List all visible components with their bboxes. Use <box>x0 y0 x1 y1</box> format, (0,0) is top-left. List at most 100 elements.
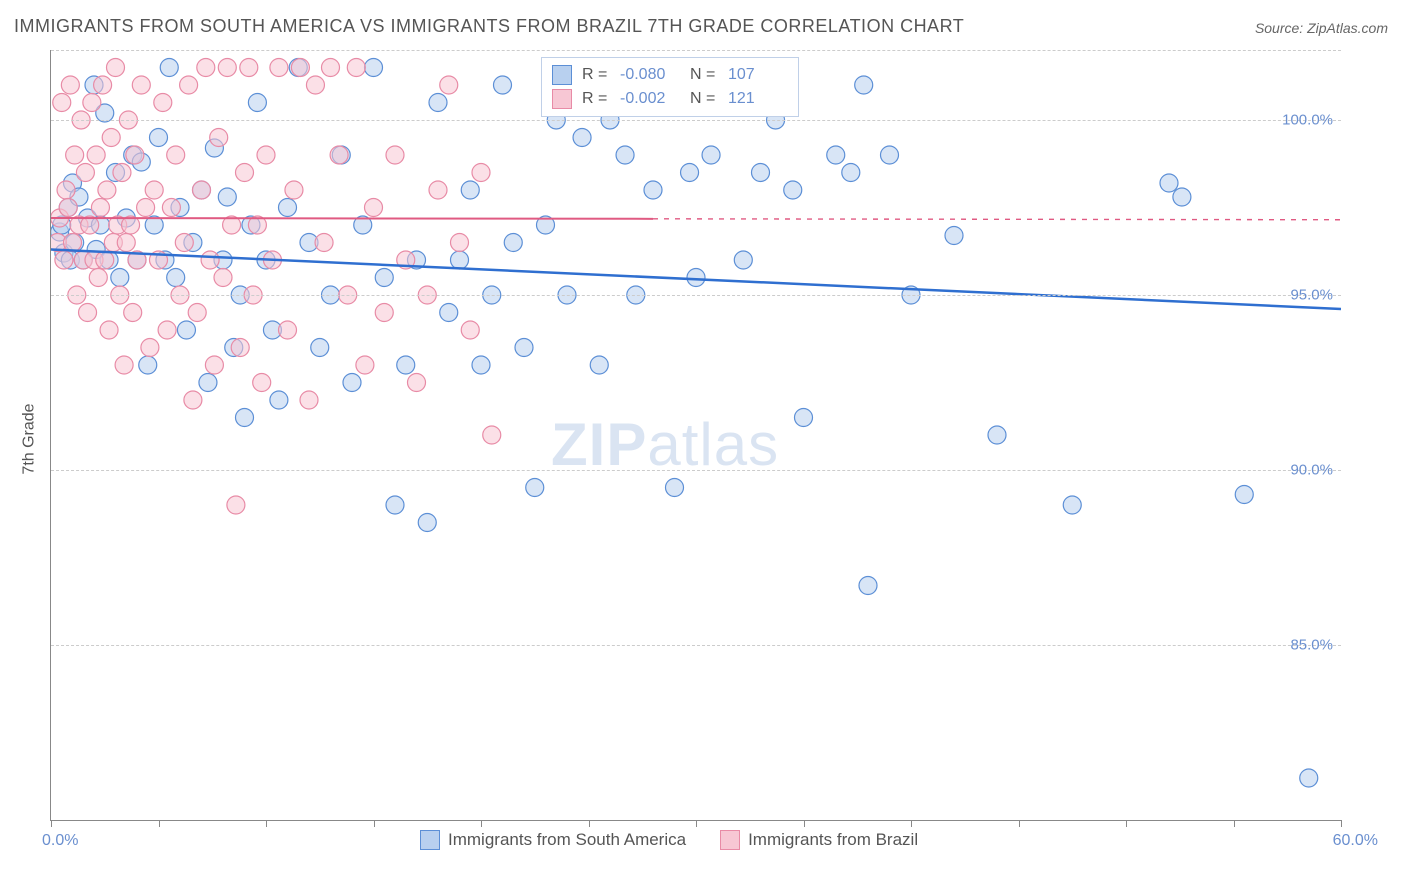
data-point-brazil <box>291 59 309 77</box>
data-point-south_america <box>494 76 512 94</box>
data-point-brazil <box>98 181 116 199</box>
data-point-brazil <box>107 59 125 77</box>
data-point-brazil <box>83 94 101 112</box>
chart-svg <box>51 50 1341 820</box>
data-point-brazil <box>175 234 193 252</box>
x-tick <box>159 820 160 827</box>
data-point-south_america <box>461 181 479 199</box>
data-point-brazil <box>330 146 348 164</box>
data-point-brazil <box>451 234 469 252</box>
data-point-brazil <box>66 146 84 164</box>
data-point-brazil <box>113 164 131 182</box>
data-point-south_america <box>343 374 361 392</box>
data-point-south_america <box>526 479 544 497</box>
data-point-south_america <box>842 164 860 182</box>
data-point-brazil <box>306 76 324 94</box>
data-point-south_america <box>418 514 436 532</box>
y-tick-label: 90.0% <box>1290 462 1333 479</box>
data-point-south_america <box>139 356 157 374</box>
data-point-south_america <box>827 146 845 164</box>
data-point-brazil <box>201 251 219 269</box>
data-point-brazil <box>440 76 458 94</box>
legend-r-value: -0.002 <box>620 87 680 111</box>
data-point-south_america <box>167 269 185 287</box>
data-point-brazil <box>53 94 71 112</box>
data-point-south_america <box>504 234 522 252</box>
data-point-brazil <box>117 234 135 252</box>
legend-swatch <box>420 830 440 850</box>
data-point-brazil <box>270 59 288 77</box>
data-point-brazil <box>184 391 202 409</box>
data-point-brazil <box>180 76 198 94</box>
data-point-brazil <box>483 426 501 444</box>
data-point-brazil <box>285 181 303 199</box>
legend-swatch <box>552 89 572 109</box>
data-point-south_america <box>515 339 533 357</box>
data-point-south_america <box>248 94 266 112</box>
data-point-brazil <box>94 76 112 94</box>
legend-n-label: N = <box>690 63 718 87</box>
data-point-brazil <box>231 339 249 357</box>
data-point-brazil <box>137 199 155 217</box>
data-point-brazil <box>61 76 79 94</box>
series-legend-label: Immigrants from South America <box>448 830 686 850</box>
data-point-brazil <box>79 304 97 322</box>
data-point-south_america <box>666 479 684 497</box>
data-point-brazil <box>167 146 185 164</box>
gridline <box>51 645 1341 646</box>
y-axis-title: 7th Grade <box>21 403 39 474</box>
data-point-brazil <box>89 269 107 287</box>
legend-r-value: -0.080 <box>620 63 680 87</box>
data-point-brazil <box>210 129 228 147</box>
data-point-brazil <box>91 199 109 217</box>
data-point-south_america <box>279 199 297 217</box>
series-legend-item: Immigrants from Brazil <box>720 830 918 850</box>
x-tick <box>1126 820 1127 827</box>
data-point-south_america <box>440 304 458 322</box>
data-point-south_america <box>734 251 752 269</box>
series-legend-label: Immigrants from Brazil <box>748 830 918 850</box>
data-point-south_america <box>375 269 393 287</box>
legend-row: R =-0.080N =107 <box>552 63 788 87</box>
data-point-south_america <box>687 269 705 287</box>
data-point-south_america <box>311 339 329 357</box>
data-point-brazil <box>126 146 144 164</box>
data-point-brazil <box>257 146 275 164</box>
data-point-south_america <box>590 356 608 374</box>
data-point-brazil <box>197 59 215 77</box>
x-tick <box>374 820 375 827</box>
data-point-south_america <box>881 146 899 164</box>
data-point-south_america <box>855 76 873 94</box>
data-point-south_america <box>1063 496 1081 514</box>
data-point-brazil <box>76 164 94 182</box>
gridline <box>51 50 1341 51</box>
data-point-brazil <box>300 391 318 409</box>
data-point-brazil <box>253 374 271 392</box>
gridline <box>51 470 1341 471</box>
data-point-brazil <box>461 321 479 339</box>
data-point-brazil <box>227 496 245 514</box>
data-point-brazil <box>347 59 365 77</box>
data-point-brazil <box>55 251 73 269</box>
x-tick <box>51 820 52 827</box>
data-point-brazil <box>240 59 258 77</box>
data-point-south_america <box>1173 188 1191 206</box>
data-point-south_america <box>270 391 288 409</box>
data-point-south_america <box>573 129 591 147</box>
legend-n-value: 107 <box>728 63 788 87</box>
x-tick <box>266 820 267 827</box>
source-prefix: Source: <box>1255 20 1307 36</box>
data-point-brazil <box>205 356 223 374</box>
source-name: ZipAtlas.com <box>1307 20 1388 36</box>
x-tick <box>804 820 805 827</box>
data-point-south_america <box>177 321 195 339</box>
data-point-south_america <box>365 59 383 77</box>
data-point-brazil <box>87 146 105 164</box>
data-point-brazil <box>322 59 340 77</box>
data-point-south_america <box>451 251 469 269</box>
chart-title: IMMIGRANTS FROM SOUTH AMERICA VS IMMIGRA… <box>14 16 964 37</box>
legend-swatch <box>552 65 572 85</box>
data-point-brazil <box>408 374 426 392</box>
data-point-brazil <box>375 304 393 322</box>
data-point-south_america <box>795 409 813 427</box>
